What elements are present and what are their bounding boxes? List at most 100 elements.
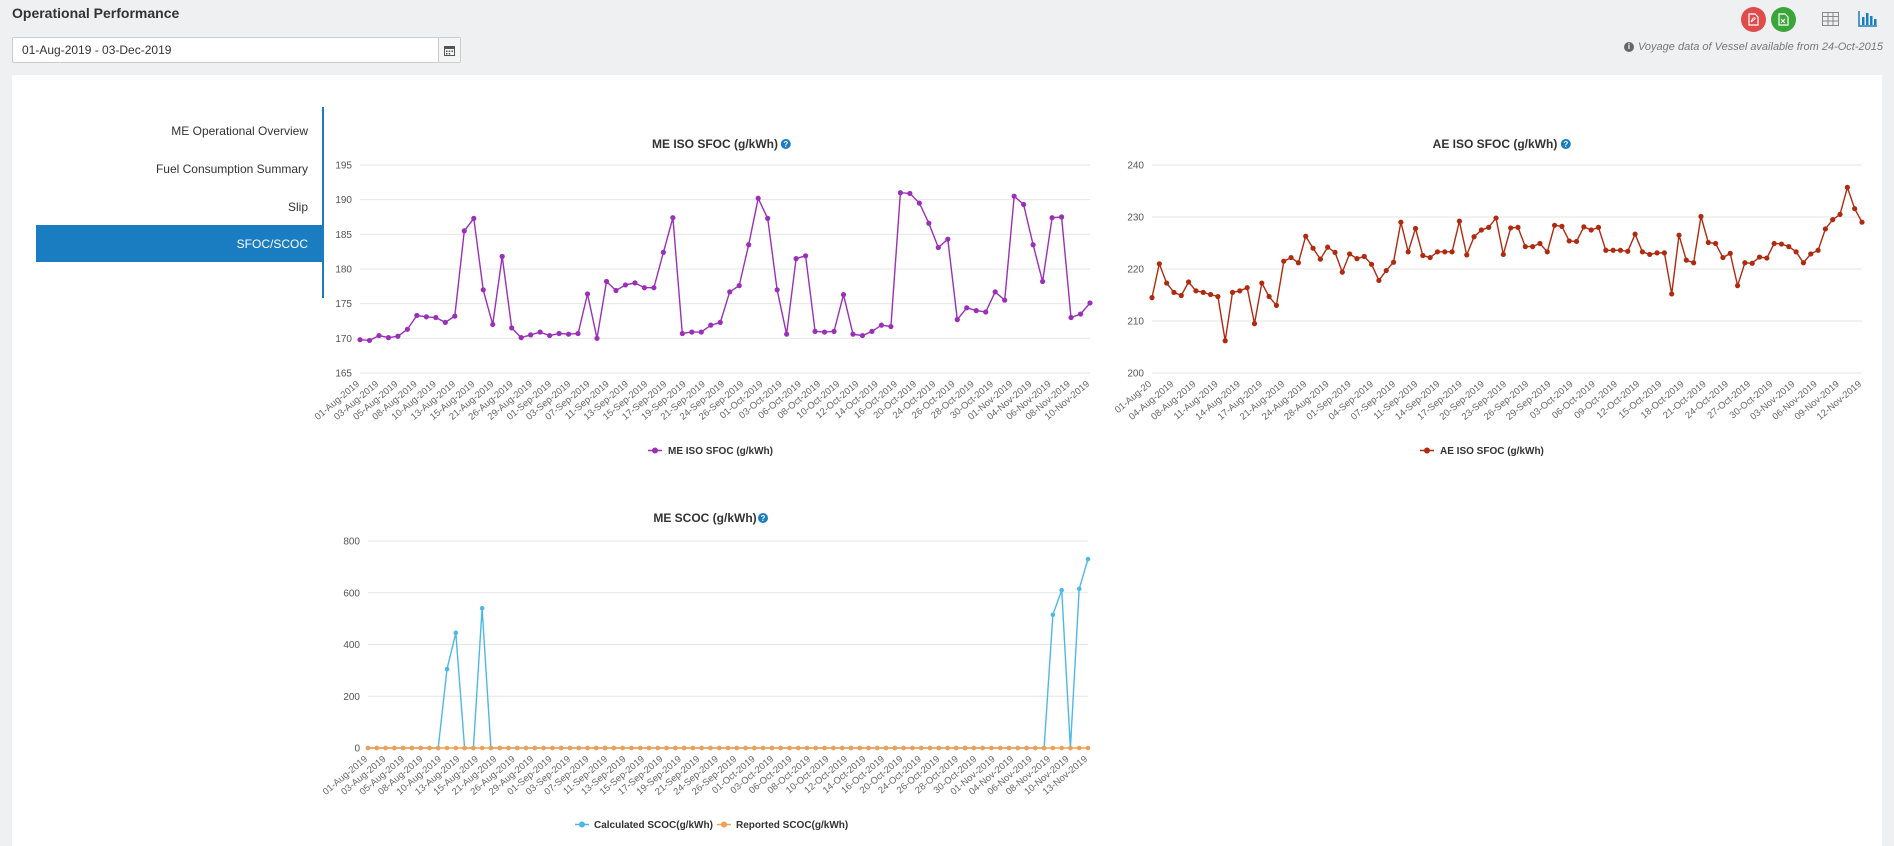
y-tick-label: 600 [343, 588, 360, 599]
data-point [1698, 213, 1704, 220]
data-point [717, 319, 723, 325]
svg-text:?: ? [761, 514, 766, 523]
data-point [1764, 255, 1770, 261]
data-point [954, 317, 960, 323]
data-point [532, 745, 538, 751]
data-point [1310, 245, 1316, 251]
sidebar-item-label: ME Operational Overview [171, 123, 308, 138]
data-point [1771, 240, 1777, 247]
data-point [471, 745, 476, 751]
data-point [1039, 278, 1046, 285]
data-point [1449, 249, 1455, 255]
legend-label: Calculated SCOC(g/kWh) [594, 820, 713, 831]
date-range-picker[interactable] [12, 37, 461, 63]
data-point [945, 745, 950, 751]
data-point [1259, 280, 1265, 286]
data-point [1171, 289, 1177, 295]
data-point [1354, 256, 1360, 262]
y-tick-label: 210 [1127, 317, 1144, 328]
data-point [1041, 745, 1047, 751]
data-point [1006, 745, 1012, 751]
data-point [1522, 244, 1528, 250]
legend-label: Reported SCOC(g/kWh) [736, 820, 848, 831]
data-point [901, 745, 906, 751]
legend-label: ME ISO SFOC (g/kWh) [668, 446, 773, 457]
data-point [1551, 222, 1558, 228]
sidebar-item-label: SFOC/SCOC [236, 236, 308, 251]
data-point [660, 249, 666, 255]
data-point [839, 745, 845, 751]
data-point [1361, 253, 1367, 260]
data-point [1185, 279, 1192, 285]
data-point [1603, 247, 1609, 253]
data-point [637, 745, 643, 751]
y-tick-label: 195 [335, 161, 352, 172]
table-view-icon[interactable] [1822, 12, 1839, 31]
help-icon: ? [758, 513, 768, 523]
data-point [1859, 219, 1865, 225]
data-point [442, 319, 448, 325]
data-point [1427, 254, 1433, 261]
data-point [918, 745, 924, 751]
data-point [1793, 249, 1799, 255]
data-point [383, 745, 388, 751]
data-point [506, 745, 511, 751]
date-range-input[interactable] [13, 38, 438, 62]
data-point [1837, 211, 1843, 217]
chart-view-icon[interactable] [1858, 10, 1878, 32]
y-tick-label: 190 [335, 195, 352, 206]
data-point [1295, 260, 1301, 266]
data-point [1076, 745, 1082, 751]
data-point [681, 745, 687, 751]
data-point [1222, 338, 1228, 344]
y-tick-label: 230 [1127, 213, 1144, 224]
info-icon: i [1624, 42, 1634, 52]
data-point [1405, 249, 1411, 255]
data-point [497, 745, 503, 751]
data-point [1390, 259, 1397, 265]
data-point [611, 745, 617, 751]
data-point [462, 745, 467, 751]
me-iso-sfoc-chart-group: ME ISO SFOC (g/kWh) ? 165 170 175 180 185 190 19… [313, 137, 1093, 457]
data-point [878, 322, 885, 328]
data-point [444, 666, 450, 672]
data-point [1815, 247, 1821, 253]
data-point [584, 291, 591, 297]
excel-export-icon[interactable] [1771, 7, 1796, 32]
data-point [1376, 277, 1382, 284]
data-point [1059, 745, 1064, 751]
data-point [1727, 250, 1733, 256]
sidebar-item-sfoc-scoc[interactable]: SFOC/SCOC [36, 225, 322, 262]
pdf-export-icon[interactable] [1741, 7, 1766, 32]
data-point [537, 329, 543, 335]
data-point [1273, 302, 1280, 308]
ae-iso-sfoc-chart-group: AE ISO SFOC (g/kWh) ?20021022023024001-Au… [1113, 137, 1865, 457]
data-point [514, 745, 520, 751]
y-tick-label: 0 [354, 744, 360, 755]
data-point [1610, 247, 1616, 253]
data-point [1317, 256, 1323, 262]
data-point [907, 190, 913, 197]
data-point [1734, 283, 1741, 289]
data-point [774, 287, 780, 293]
data-point [927, 745, 933, 751]
data-point [558, 745, 564, 751]
data-point [1076, 586, 1082, 592]
vessel-data-note: i Voyage data of Vessel available from 2… [1624, 41, 1883, 53]
data-point [1251, 321, 1258, 327]
data-point [1713, 240, 1719, 247]
data-point [840, 292, 847, 298]
data-point [971, 745, 977, 751]
legend-marker [1424, 447, 1430, 454]
data-point [509, 325, 515, 331]
sidebar-item-me-operational-overview[interactable]: ME Operational Overview [36, 112, 322, 149]
data-point [997, 745, 1003, 751]
data-point [1149, 295, 1155, 301]
data-point [651, 285, 657, 291]
sidebar-item-fuel-consumption-summary[interactable]: Fuel Consumption Summary [36, 150, 322, 187]
sidebar-item-slip[interactable]: Slip [36, 188, 322, 225]
legend-marker [652, 447, 658, 454]
data-point [550, 745, 555, 751]
calendar-icon[interactable] [438, 38, 460, 62]
vessel-data-note-text: Voyage data of Vessel available from 24-… [1638, 41, 1883, 53]
